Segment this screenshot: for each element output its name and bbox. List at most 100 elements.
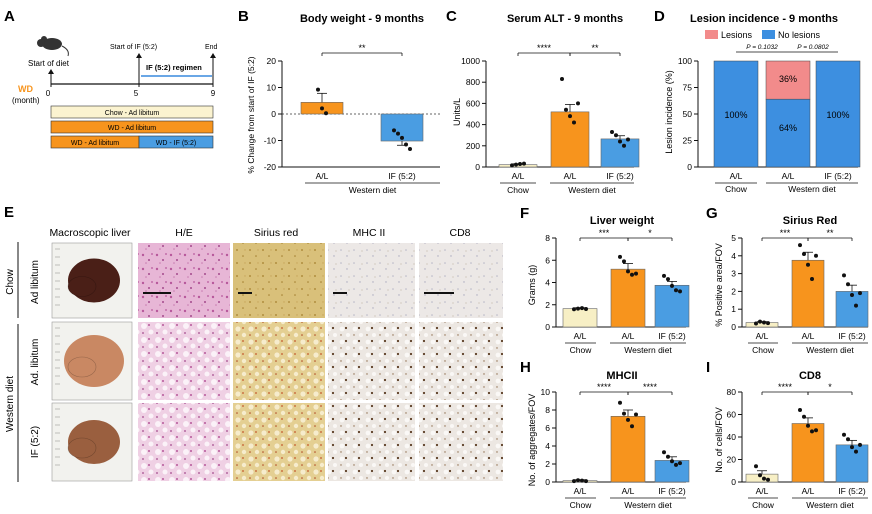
data-point [404,142,408,147]
panel-letter: D [654,8,665,25]
bar [498,164,538,168]
panel-letter: F [520,205,529,222]
data-point [634,271,638,276]
data-point [568,114,572,119]
data-point [408,146,412,151]
data-point [806,262,810,267]
data-point [846,282,850,287]
sig-label: ** [591,43,599,53]
data-point [518,162,522,167]
x-tick-label: A/L [622,331,635,341]
bar [791,423,825,483]
data-point [670,459,674,464]
sig-label: **** [643,382,658,392]
y-tick-label: 0 [687,162,692,172]
data-point [674,288,678,293]
y-tick-label: 1000 [461,56,480,66]
x-tick-label: IF (5:2) [658,486,686,496]
panel-letter: G [706,205,718,222]
data-point [678,461,682,466]
data-point [614,133,618,138]
y-tick-label: 20 [267,56,277,66]
data-point [396,131,400,136]
data-point [858,442,862,447]
row-label-if: IF (5:2) [30,426,41,458]
data-point [618,254,622,259]
p-value-label: P = 0.0802 [797,44,829,51]
start-of-diet-label: Start of diet [28,59,70,68]
ih-micrograph [419,322,503,400]
chart-title: Liver weight [590,215,655,227]
y-tick-label: 2 [545,459,550,469]
data-point [762,320,766,325]
bar [562,480,598,483]
y-tick-label: 8 [545,233,550,243]
bar-value-label: 36% [779,74,797,84]
sig-label: ** [826,228,834,238]
y-tick-label: 75 [683,83,693,93]
group-label: Western diet [806,345,854,355]
x-tick-label: IF (5:2) [658,331,686,341]
y-axis-label: Units/L [452,98,462,126]
row-label-ad-libitum-wd: Ad. libitum [30,339,41,386]
data-point [850,292,854,297]
row-group-chow: Chow [5,268,16,294]
group-label: Western diet [788,184,836,194]
lesion-incidence-chart: 100 75 50 25 0 A/L A/L IF (5:2) 100% 36% 64% 100% P … [678,44,861,194]
y-tick-label: 800 [466,77,480,87]
data-point [802,414,806,419]
data-point [662,273,666,278]
row-group-western: Western diet [5,376,16,432]
sig-label: *** [780,228,791,238]
legend-lesions-swatch [705,30,718,39]
start-if-label: Start of IF (5:2) [110,44,157,51]
regimen-label: IF (5:2) regimen [146,63,202,72]
panel-h: H MHCII No. of aggregates/FOV 10 8 6 4 2 0 A/L… [520,359,690,510]
bar [550,111,590,168]
liver-lobe [67,356,97,378]
y-tick-label: 200 [466,141,480,151]
y-tick-label: 10 [541,387,551,397]
data-point [666,277,670,282]
data-point [320,106,324,111]
y-tick-label: 1 [731,304,736,314]
y-tick-label: 0 [545,477,550,487]
data-point [622,411,626,416]
chow-regimen-label: Chow - Ad libitum [105,110,160,117]
group-label: Western diet [806,500,854,510]
x-tick-label: IF (5:2) [388,171,416,181]
y-tick-label: 4 [545,278,550,288]
x-tick-label: A/L [574,331,587,341]
timeline-tick: 5 [134,89,139,98]
data-point [662,450,666,455]
y-tick-label: 600 [466,98,480,108]
x-tick-label: IF (5:2) [838,331,866,341]
wd-regimen-bar [50,120,214,134]
sig-label: ** [358,43,366,53]
wd-if-segment-label: WD - IF (5:2) [156,140,196,147]
data-point [798,243,802,248]
data-point [618,400,622,405]
ih-micrograph [419,243,503,318]
y-tick-label: 6 [545,255,550,265]
data-point [560,77,564,82]
panel-letter: I [706,359,710,376]
y-tick-label: 5 [731,233,736,243]
he-micrograph [138,322,230,400]
group-label: Western diet [349,185,397,195]
ih-micrograph [328,243,415,318]
data-point [814,428,818,433]
group-label: Chow [752,500,775,510]
data-point [572,307,576,312]
wd-al-segment-label: WD - Ad libitum [71,140,119,147]
bar [835,291,869,328]
y-tick-label: 0 [731,477,736,487]
data-point [316,87,320,92]
y-tick-label: 60 [727,410,737,420]
y-tick-label: 40 [727,432,737,442]
group-label: Chow [507,185,530,195]
data-point [762,476,766,481]
data-point [810,276,814,281]
y-axis-label: No. of aggregates/FOV [527,394,537,487]
